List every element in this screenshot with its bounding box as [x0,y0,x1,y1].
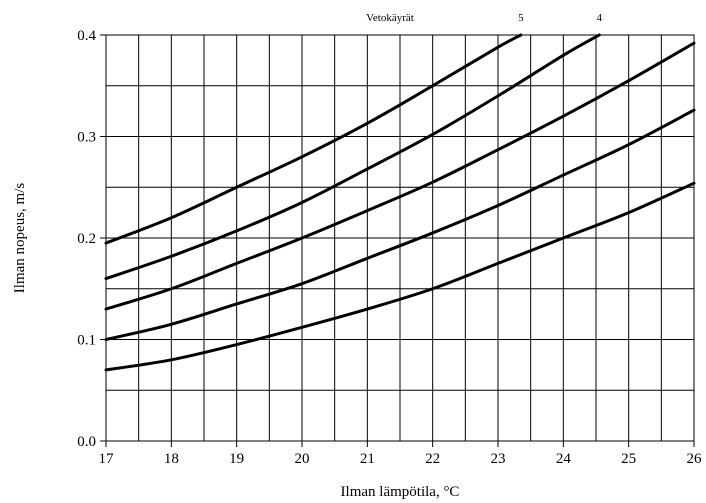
x-tick-label: 24 [556,451,572,467]
series-line-4 [104,33,601,281]
series-line-2 [104,108,696,341]
y-tick-label: 0.1 [77,333,96,349]
x-tick-label: 25 [621,451,636,467]
grid [106,35,694,441]
x-tick-label: 17 [99,451,115,467]
chart-title: Vetokäyrät [366,12,414,24]
series-line-3 [104,41,696,311]
x-tick-label: 21 [360,451,375,467]
x-tick-label: 22 [425,451,440,467]
series-lines: 45 [104,12,696,372]
x-axis-title: Ilman lämpötila, °C [341,484,460,500]
series-label: 5 [518,12,524,24]
series-label: 4 [597,12,603,24]
y-tick-label: 0.3 [77,130,96,146]
y-tick-label: 0.4 [77,28,96,44]
x-tick-label: 23 [491,451,506,467]
axis-ticks: 17 18 19 20 21 22 23 24 25 26 0.0 0.1 0.2 0.3 0.4 [77,28,702,467]
y-tick-label: 0.2 [77,231,96,247]
x-tick-label: 26 [687,451,703,467]
x-tick-label: 20 [295,451,310,467]
y-tick-label: 0.0 [77,434,96,450]
series-line-5 [104,33,523,245]
series-line-1 [104,181,696,372]
x-tick-label: 18 [164,451,179,467]
y-axis-title: Ilman nopeus, m/s [12,183,28,294]
x-tick-label: 19 [229,451,244,467]
